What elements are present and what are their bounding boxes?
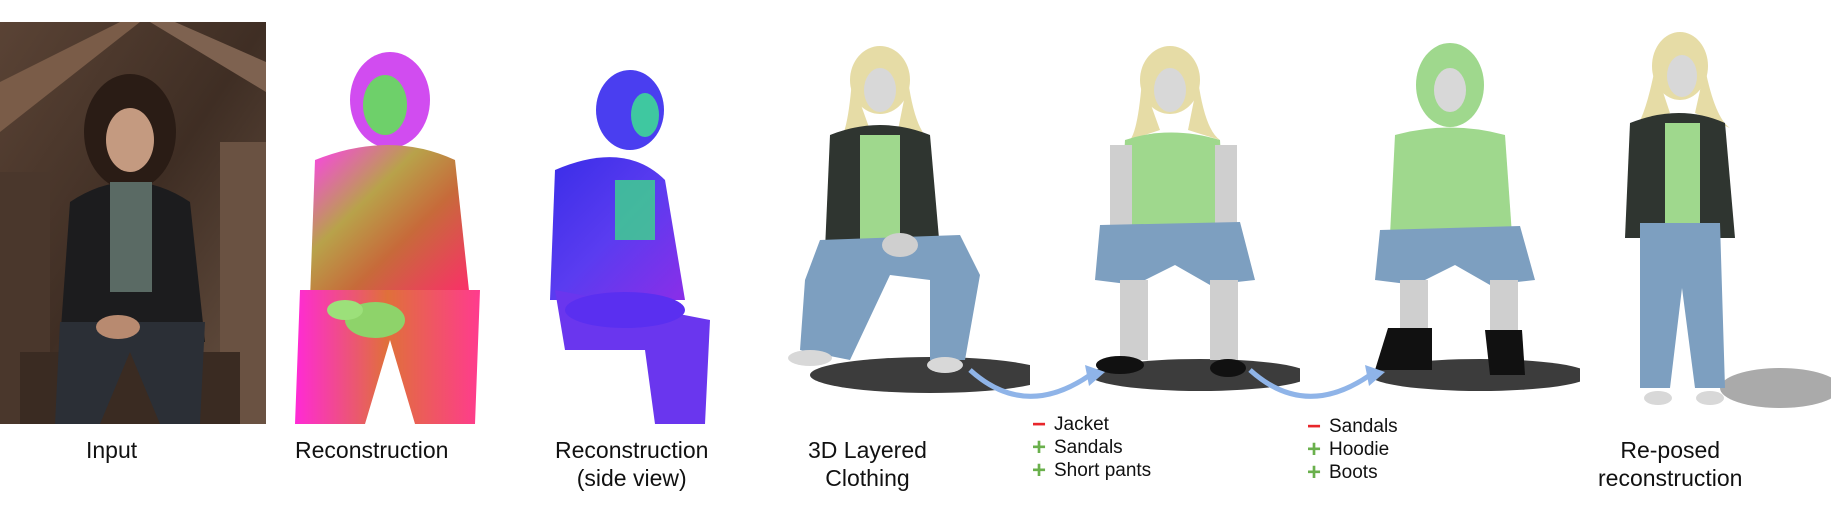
edit-row: + Sandals [1028, 433, 1151, 461]
edit-row: + Hoodie [1303, 435, 1398, 463]
caption-side-line1: Reconstruction [555, 437, 709, 463]
add-icon: + [1031, 456, 1046, 484]
edit-label: Short pants [1054, 460, 1152, 481]
caption-reposed-line2: reconstruction [1598, 465, 1743, 491]
edit-label: Hoodie [1329, 439, 1390, 460]
edit-row: − Sandals [1303, 412, 1398, 440]
edit-label: Boots [1329, 462, 1378, 483]
reposed-reconstruction-figure [1610, 28, 1831, 420]
layered-clothing-figure-hoodie [1340, 40, 1580, 410]
reconstruction-normal-map [285, 50, 495, 424]
caption-reposed-line1: Re-posed [1620, 437, 1721, 463]
caption-layered-line2: Clothing [825, 465, 910, 491]
caption-reposed: Re-posed reconstruction [1598, 436, 1742, 492]
add-icon: + [1306, 458, 1321, 486]
caption-layered-clothing: 3D Layered Clothing [808, 436, 927, 492]
edit-row: + Short pants [1028, 456, 1152, 484]
layered-clothing-figure-jacket [780, 40, 1030, 410]
edit-label: Sandals [1054, 437, 1123, 458]
input-photo [0, 22, 266, 424]
add-icon: + [1031, 433, 1046, 461]
remove-icon: − [1306, 412, 1321, 440]
reconstruction-side-view [535, 70, 715, 424]
caption-side-view: Reconstruction (side view) [555, 436, 708, 492]
remove-icon: − [1031, 410, 1046, 438]
edit-arrow-2 [1248, 365, 1385, 399]
layered-clothing-figure-shortpants [1060, 40, 1300, 410]
edit-row: − Jacket [1028, 410, 1151, 438]
caption-reconstruction: Reconstruction [295, 437, 449, 463]
edit-label: Sandals [1329, 416, 1398, 437]
caption-layered-line1: 3D Layered [808, 437, 927, 463]
edit-row: + Boots [1303, 458, 1398, 486]
edit-label: Jacket [1054, 414, 1109, 435]
edit-list-1: − Jacket + Sandals + Short pants [1028, 410, 1152, 484]
caption-side-line2: (side view) [576, 465, 687, 491]
caption-input: Input [86, 437, 138, 463]
edit-arrow-1 [968, 365, 1105, 399]
edit-list-2: − Sandals + Hoodie + Boots [1303, 412, 1398, 486]
add-icon: + [1306, 435, 1321, 463]
